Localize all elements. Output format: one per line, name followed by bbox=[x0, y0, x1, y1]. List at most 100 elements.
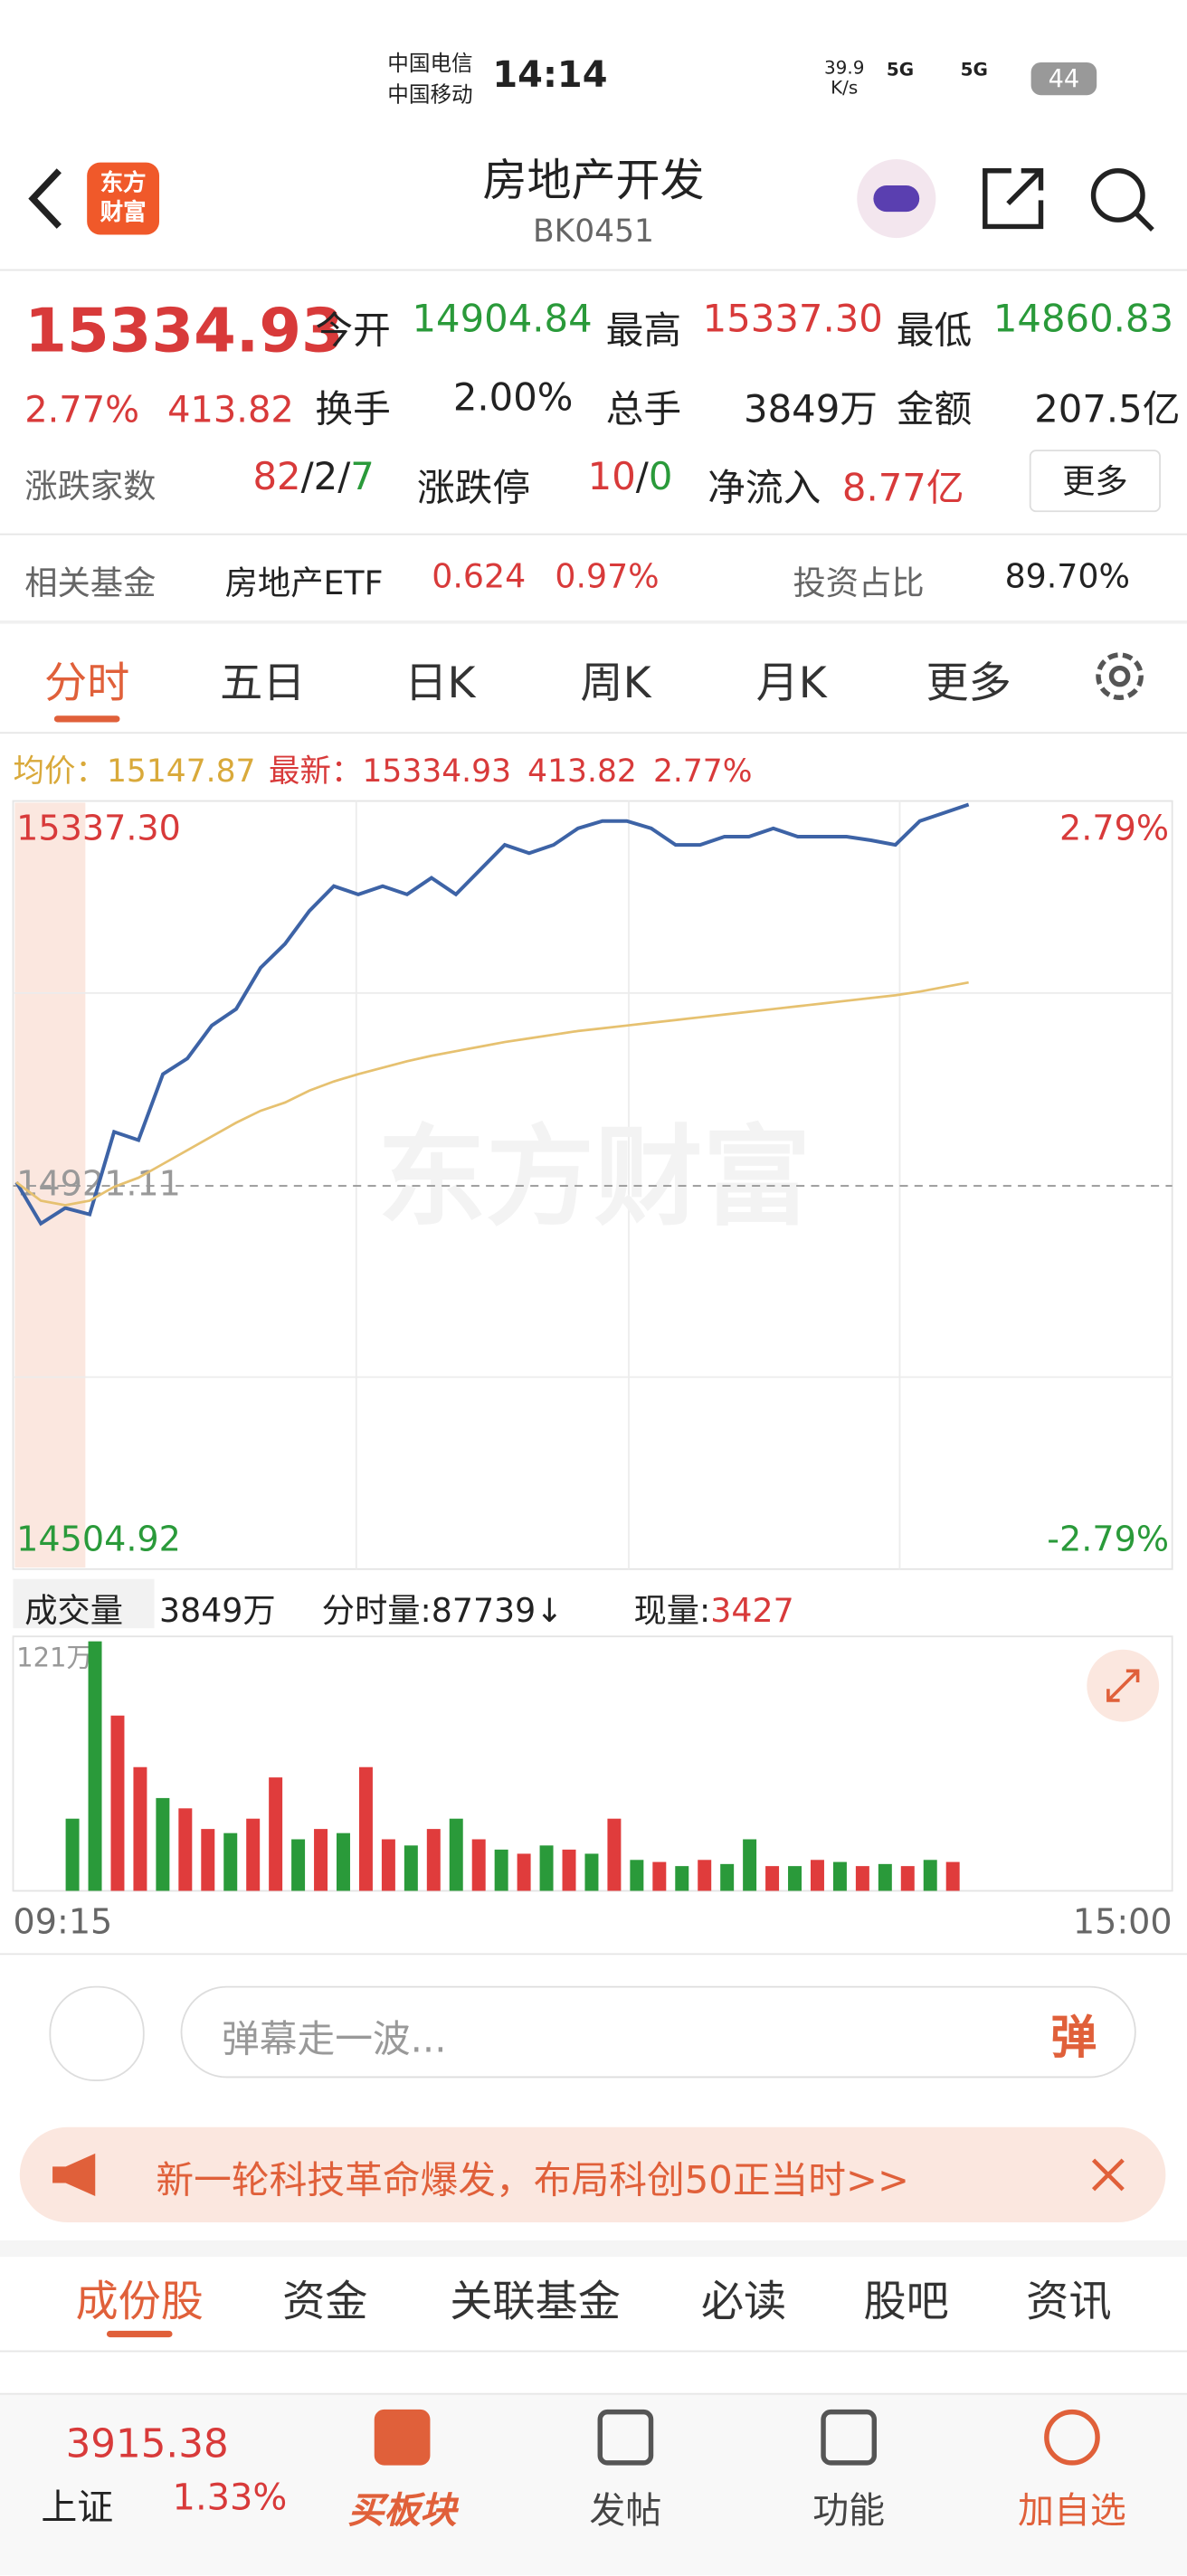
field-value: 14904.84 bbox=[412, 298, 593, 342]
robot-icon[interactable] bbox=[857, 159, 936, 239]
volume-bar bbox=[65, 1818, 80, 1891]
speed-unit: K/s bbox=[831, 77, 859, 99]
nav-icon[interactable] bbox=[821, 2409, 878, 2466]
fund-price: 0.624 bbox=[432, 556, 527, 596]
net-1: 5G bbox=[886, 59, 915, 80]
logo-bottom: 财富 bbox=[100, 200, 147, 227]
chart-tab[interactable]: 月K bbox=[755, 659, 827, 709]
fund-pct: 0.97% bbox=[555, 556, 660, 596]
tab-underline bbox=[53, 715, 120, 723]
fund-label: 相关基金 bbox=[24, 563, 157, 602]
chart-tab[interactable]: 五日 bbox=[220, 659, 306, 709]
avg-label: 均价： bbox=[13, 753, 107, 790]
flat-count: 2 bbox=[313, 456, 338, 499]
chat-input[interactable] bbox=[180, 1985, 1136, 2079]
breadth: 82/2/7 bbox=[252, 456, 374, 498]
logo: 东方 财富 bbox=[87, 162, 160, 235]
nav-icon[interactable] bbox=[374, 2409, 431, 2466]
watermark: 东方财富 bbox=[377, 1115, 811, 1241]
section-tab[interactable]: 关联基金 bbox=[450, 2278, 621, 2328]
volume-bar bbox=[652, 1861, 667, 1891]
fund-name: 房地产ETF bbox=[224, 563, 384, 602]
chart-tab[interactable]: 分时 bbox=[43, 659, 130, 709]
field-label: 金额 bbox=[896, 389, 973, 432]
volume-select[interactable] bbox=[13, 1578, 155, 1629]
divider bbox=[0, 732, 1187, 734]
divider bbox=[0, 2240, 1187, 2258]
volume-bar bbox=[337, 1833, 350, 1891]
volume-bar bbox=[698, 1860, 712, 1891]
ratio-label: 投资占比 bbox=[793, 563, 925, 602]
down-count: 7 bbox=[350, 456, 375, 499]
price: 15334.93 bbox=[24, 295, 344, 366]
chart-tab[interactable]: 周K bbox=[580, 659, 651, 709]
banner-close[interactable] bbox=[1090, 2156, 1126, 2192]
volume-bar bbox=[404, 1845, 418, 1891]
volume-bar bbox=[878, 1863, 892, 1891]
part bbox=[983, 168, 1044, 230]
divider bbox=[0, 269, 1187, 271]
y-tick-label: 121万 bbox=[16, 1643, 92, 1673]
field-value: 3849万 bbox=[744, 389, 878, 432]
nav-item[interactable]: 功能 bbox=[812, 2491, 886, 2533]
field-value: 15337.30 bbox=[702, 298, 883, 342]
back-button[interactable] bbox=[23, 164, 71, 232]
volume-bar bbox=[426, 1829, 441, 1891]
speed-value: 39.9 bbox=[823, 57, 865, 80]
battery: 44 bbox=[1030, 62, 1097, 96]
change-pct: 2.77% bbox=[24, 390, 140, 432]
field-label: 总手 bbox=[605, 389, 682, 432]
latest: 15334.93 bbox=[362, 753, 512, 790]
avg: 15147.87 bbox=[106, 753, 256, 790]
nav-item[interactable]: 加自选 bbox=[1018, 2491, 1126, 2533]
part bbox=[1134, 211, 1154, 232]
carrier: 中国电信 中国移动 bbox=[387, 49, 472, 111]
part bbox=[14, 802, 86, 1568]
info-pct: 2.77% bbox=[652, 753, 753, 790]
search-icon[interactable] bbox=[1087, 164, 1155, 232]
volume-bar bbox=[945, 1861, 960, 1891]
logo-top: 东方 bbox=[100, 170, 147, 197]
carrier-1: 中国电信 bbox=[387, 52, 473, 78]
volume-total: 3849万 bbox=[159, 1590, 276, 1630]
section-tab[interactable]: 必读 bbox=[700, 2278, 787, 2328]
up-count: 82 bbox=[252, 456, 301, 499]
volume-bar bbox=[381, 1839, 395, 1891]
danmaku-button[interactable]: 弹 bbox=[1050, 2010, 1097, 2065]
inflow: 8.77亿 bbox=[841, 468, 964, 511]
limit-down: 0 bbox=[648, 456, 673, 499]
nav-icon[interactable] bbox=[1044, 2409, 1100, 2466]
divider bbox=[0, 533, 1187, 535]
page-code: BK0451 bbox=[532, 213, 655, 250]
volume-bar bbox=[269, 1777, 283, 1891]
volume-bar bbox=[720, 1863, 735, 1891]
volume-bar bbox=[675, 1866, 689, 1891]
section-tab[interactable]: 成份股 bbox=[75, 2278, 204, 2328]
section-tab[interactable]: 股吧 bbox=[863, 2278, 949, 2328]
nav-icon[interactable] bbox=[597, 2409, 654, 2466]
nav-item[interactable]: 发帖 bbox=[589, 2491, 662, 2533]
chat-icon[interactable] bbox=[49, 1985, 145, 2081]
info-line: 均价：15147.87 最新：15334.93 413.82 2.77% bbox=[14, 747, 753, 791]
volume-bar bbox=[110, 1715, 125, 1891]
sep: / bbox=[300, 456, 314, 499]
info-change: 413.82 bbox=[527, 753, 637, 790]
divider bbox=[0, 2350, 1187, 2353]
section-tab[interactable]: 资讯 bbox=[1026, 2278, 1112, 2328]
share-icon[interactable] bbox=[979, 164, 1048, 232]
chart-tab[interactable]: 日K bbox=[404, 659, 476, 709]
volume-bar bbox=[562, 1849, 576, 1891]
field-value: 14860.83 bbox=[992, 298, 1174, 342]
nav-item[interactable]: 买板块 bbox=[347, 2491, 457, 2533]
banner[interactable] bbox=[19, 2126, 1166, 2223]
field-label: 最高 bbox=[605, 309, 682, 354]
y-tick-label: 15337.30 bbox=[16, 809, 181, 848]
section-tab[interactable]: 资金 bbox=[282, 2278, 368, 2328]
chart-tab[interactable]: 更多 bbox=[926, 659, 1011, 709]
volume-bar bbox=[223, 1833, 238, 1891]
field-label: 换手 bbox=[315, 389, 391, 432]
volume-bar bbox=[855, 1866, 869, 1891]
settings-icon[interactable] bbox=[1090, 647, 1149, 706]
more-button[interactable]: 更多 bbox=[1029, 450, 1161, 513]
